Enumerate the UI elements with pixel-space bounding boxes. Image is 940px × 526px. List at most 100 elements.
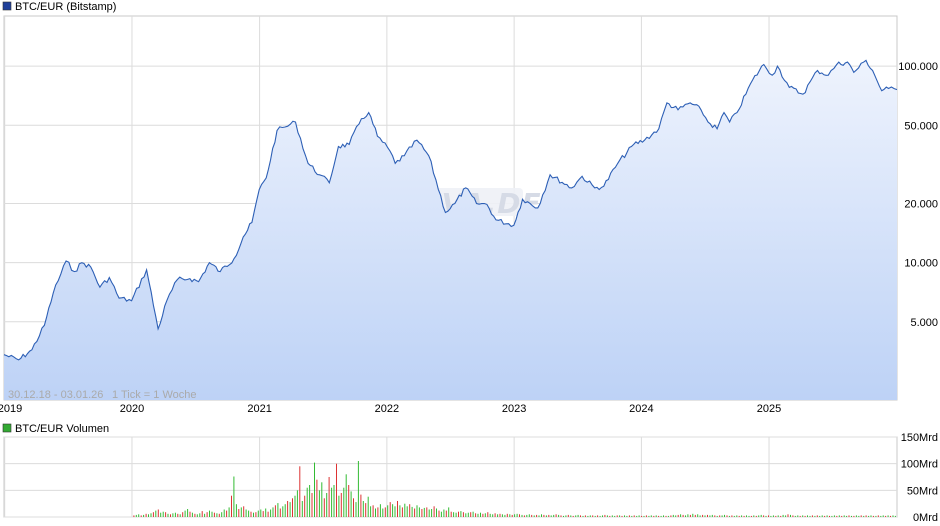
volume-bar (421, 509, 423, 517)
volume-bar (270, 509, 272, 517)
volume-bar (453, 512, 455, 517)
volume-bar (133, 515, 135, 517)
volume-bar (719, 515, 721, 517)
volume-bar (460, 511, 462, 517)
volume-bar (211, 511, 213, 517)
volume-bar (155, 510, 157, 517)
volume-bar (846, 515, 848, 517)
volume-bar (248, 510, 250, 517)
info-range: 30.12.18 - 03.01.26 (8, 389, 103, 401)
price-legend-swatch (2, 1, 12, 11)
volume-bar (875, 515, 877, 517)
volume-bar (550, 515, 552, 517)
volume-bar (377, 507, 379, 517)
volume-bar (360, 494, 362, 517)
volume-bar (499, 513, 501, 517)
volume-bar (841, 515, 843, 517)
volume-bar (231, 495, 232, 517)
volume-bar (321, 482, 323, 517)
volume-bar (628, 515, 630, 517)
volume-bar (387, 505, 389, 517)
volume-bar (655, 515, 657, 517)
volume-bar (614, 515, 616, 517)
volume-bar (658, 515, 660, 517)
volume-bar (458, 511, 459, 517)
volume-bar (809, 515, 811, 517)
volume-bar (633, 515, 635, 517)
volume-bar (775, 515, 777, 517)
volume-bar (785, 515, 787, 517)
volume-bar (548, 514, 550, 517)
volume-bar (587, 515, 589, 517)
volume-bar (392, 504, 394, 517)
volume-bar (572, 515, 574, 517)
volume-bar (138, 514, 140, 517)
volume-bar (855, 515, 857, 517)
volume-bar (480, 512, 481, 517)
volume-bar (336, 463, 337, 517)
volume-bar (670, 515, 672, 517)
volume-bar (489, 513, 491, 517)
volume-bar (443, 509, 445, 517)
volume-bar (394, 506, 396, 517)
volume-bar (677, 514, 679, 517)
x-tick-label: 2022 (375, 403, 399, 415)
price-y-tick-label: 10.000 (904, 258, 938, 270)
volume-bar (370, 506, 372, 517)
volume-bar (709, 515, 711, 517)
volume-bar (768, 515, 769, 517)
volume-bar (660, 515, 662, 517)
volume-bar (338, 495, 340, 517)
volume-bar (423, 507, 425, 517)
volume-bar (162, 511, 164, 517)
volume-bar (191, 512, 193, 517)
volume-bar (814, 515, 816, 517)
volume-bar (296, 490, 298, 517)
volume-bar (272, 507, 274, 517)
volume-bar (770, 515, 772, 517)
volume-bar (357, 461, 359, 517)
volume-bar (882, 515, 884, 517)
volume-bar (189, 511, 191, 517)
volume-bar (135, 514, 137, 517)
volume-bar (516, 513, 518, 517)
volume-bar (804, 515, 806, 517)
volume-bar (811, 515, 813, 517)
volume-bar (738, 515, 740, 517)
volume-bar (697, 514, 699, 517)
volume-bar (170, 514, 171, 517)
volume-bar (397, 501, 398, 517)
volume-bar (626, 515, 628, 517)
volume-bar (389, 502, 391, 517)
volume-bar (228, 507, 230, 517)
volume-bar (570, 515, 572, 517)
volume-bar (174, 512, 176, 517)
volume-bar (436, 508, 437, 517)
volume-bar (233, 476, 235, 517)
volume-bar (765, 515, 767, 517)
volume-bar (714, 515, 716, 517)
volume-bar (797, 515, 799, 517)
volume-bar (589, 515, 591, 517)
volume-bar (836, 515, 838, 517)
price-area-fill (4, 60, 897, 401)
volume-bar (282, 506, 284, 517)
volume-bar (563, 515, 564, 517)
volume-bar (340, 493, 342, 517)
volume-bar (416, 505, 418, 517)
volume-bar (711, 514, 713, 517)
volume-bar (331, 487, 333, 517)
volume-bar (167, 513, 169, 517)
x-tick-label: 2021 (247, 403, 271, 415)
volume-bar (316, 479, 318, 517)
volume-bar (689, 514, 691, 517)
volume-bar (294, 495, 296, 517)
volume-bar (743, 515, 745, 517)
volume-bar (777, 515, 779, 517)
volume-bar (367, 496, 369, 517)
volume-bar (599, 515, 601, 517)
volume-bar (223, 509, 225, 517)
volume-bar (541, 514, 542, 517)
volume-bar (816, 515, 818, 517)
volume-bar (536, 514, 538, 517)
